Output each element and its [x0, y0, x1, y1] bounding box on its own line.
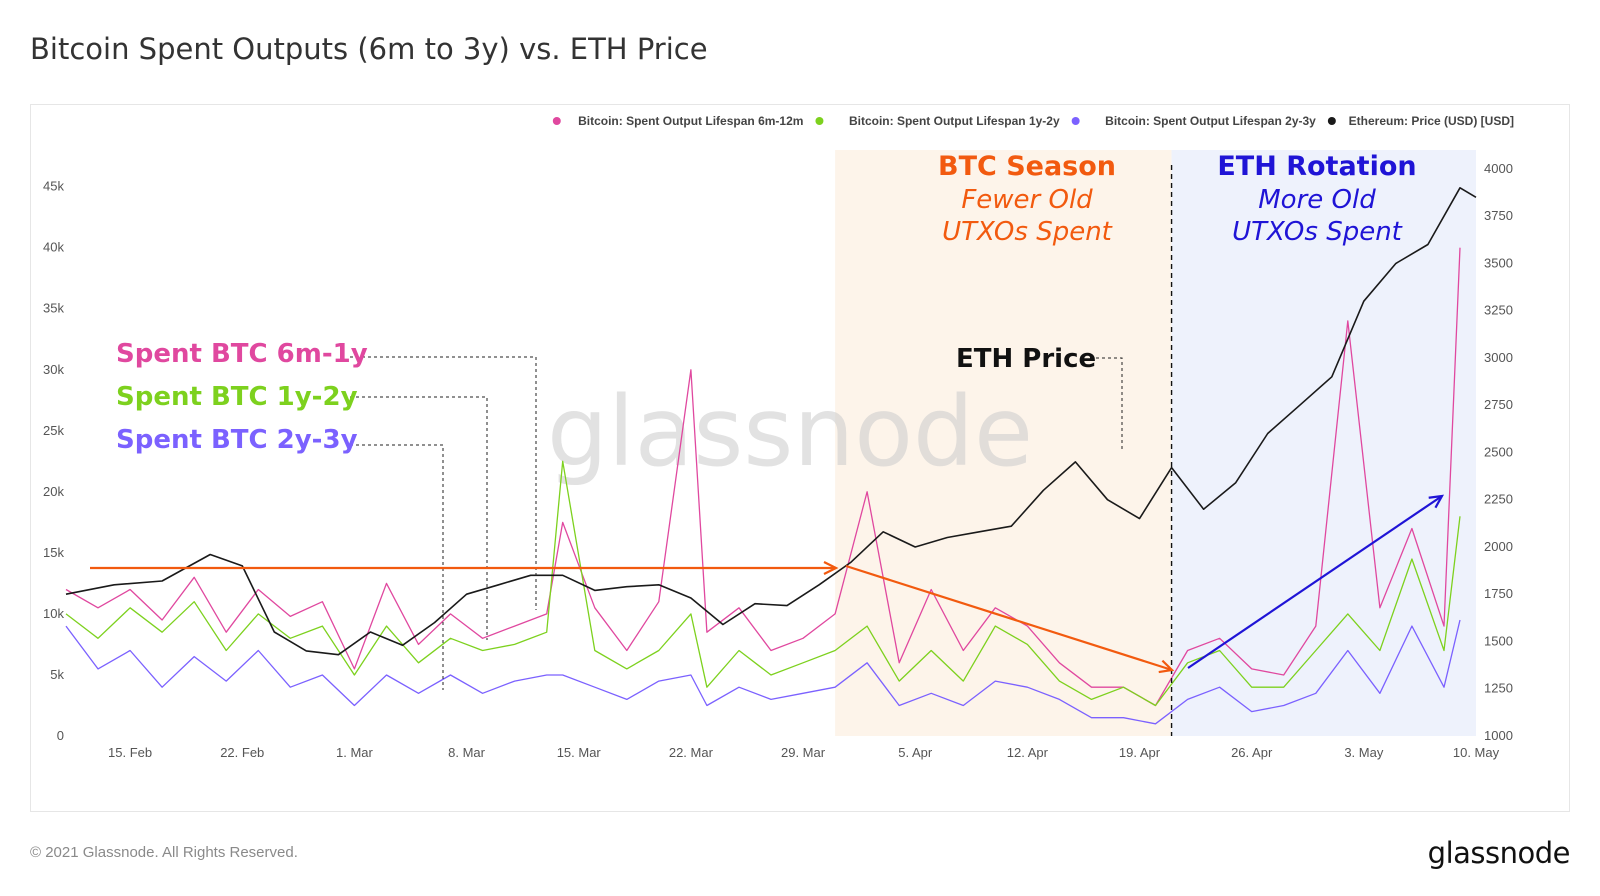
series-line-eth-price: [65, 187, 1477, 656]
legend-item-dot: [1071, 117, 1080, 125]
label-spent-1y: Spent BTC 1y-2y: [116, 382, 358, 412]
y-right-tick-label: 2250: [1484, 492, 1513, 507]
eth-rotation-band: [1171, 150, 1476, 736]
y-right-tick-label: 1000: [1484, 728, 1513, 743]
y-right-tick-label: 3750: [1484, 208, 1513, 223]
label-eth-rotation: ETH Rotation: [1217, 151, 1416, 182]
x-tick-label: 8. Mar: [448, 745, 486, 760]
label-btc-season-sub2: UTXOs Spent: [942, 217, 1113, 247]
axes: 15. Feb 22. Feb 1. Mar 8. Mar 15. Mar 22. Mar…: [43, 161, 1513, 760]
x-tick-label: 12. Apr: [1007, 745, 1049, 760]
series-lines: [65, 165, 1477, 736]
x-tick-label: 19. Apr: [1119, 745, 1161, 760]
legend: Ethereum: Price (USD) [USD] Bitcoin: Spen…: [552, 114, 1514, 128]
x-tick-label: 15. Mar: [557, 745, 602, 760]
series-line-1y-2y: [65, 460, 1461, 707]
y-left-tick-label: 30k: [43, 362, 64, 377]
y-right-tick-label: 2500: [1484, 444, 1513, 459]
y-left-tick-label: 10k: [43, 606, 64, 621]
leader-line-6m: [350, 356, 537, 610]
y-left-tick-label: 15k: [43, 545, 64, 560]
legend-item-label: Bitcoin: Spent Output Lifespan 1y-2y: [849, 114, 1060, 128]
leader-line-eth: [1090, 357, 1123, 450]
label-spent-2y: Spent BTC 2y-3y: [116, 425, 358, 455]
y-right-tick-label: 2000: [1484, 539, 1513, 554]
y-left-tick-label: 35k: [43, 301, 64, 316]
btc-season-band: [835, 150, 1172, 736]
arrow-up-blue: [1187, 495, 1443, 669]
legend-item-label: Bitcoin: Spent Output Lifespan 6m-12m: [578, 114, 803, 128]
x-tick-label: 22. Feb: [220, 745, 264, 760]
y-right-tick-label: 2750: [1484, 397, 1513, 412]
y-left-tick-label: 0: [57, 728, 64, 743]
x-tick-label: 26. Apr: [1231, 745, 1273, 760]
x-tick-label: 5. Apr: [898, 745, 933, 760]
y-left-tick-label: 5k: [50, 667, 64, 682]
series-line-2y-3y: [65, 619, 1461, 725]
highlight-bands: [835, 150, 1476, 736]
brand-logo: glassnode: [1427, 836, 1571, 870]
y-right-tick-label: 1750: [1484, 586, 1513, 601]
legend-item-label: Ethereum: Price (USD) [USD]: [1349, 114, 1514, 128]
arrow-flat-orange-head: [823, 561, 839, 575]
y-right-tick-label: 3250: [1484, 303, 1513, 318]
y-left-tick-label: 45k: [43, 179, 64, 194]
leader-line-1y: [350, 396, 488, 640]
y-right-tick-label: 3500: [1484, 255, 1513, 270]
y-left-tick-label: 40k: [43, 240, 64, 255]
label-eth-rotation-sub1: More Old: [1258, 185, 1376, 215]
legend-item-label: Bitcoin: Spent Output Lifespan 2y-3y: [1105, 114, 1316, 128]
x-tick-label: 1. Mar: [336, 745, 374, 760]
chart-panel: [30, 104, 1570, 812]
chart-title: Bitcoin Spent Outputs (6m to 3y) vs. ETH…: [30, 32, 708, 66]
legend-item-dot: [1327, 117, 1336, 125]
label-btc-season-sub1: Fewer Old: [961, 185, 1093, 215]
y-right-tick-label: 1500: [1484, 633, 1513, 648]
y-right-tick-label: 4000: [1484, 161, 1513, 176]
copyright-text: © 2021 Glassnode. All Rights Reserved.: [30, 844, 298, 861]
label-eth-rotation-sub2: UTXOs Spent: [1232, 217, 1403, 247]
label-spent-6m: Spent BTC 6m-1y: [116, 339, 368, 369]
x-tick-label: 22. Mar: [669, 745, 714, 760]
legend-item-dot: [552, 117, 561, 125]
leader-line-2y: [350, 444, 444, 690]
y-right-tick-label: 1250: [1484, 681, 1513, 696]
x-tick-label: 29. Mar: [781, 745, 826, 760]
x-tick-label: 15. Feb: [108, 745, 152, 760]
y-left-tick-label: 20k: [43, 484, 64, 499]
arrow-down-orange: [845, 564, 1173, 672]
arrow-up-blue-head: [1428, 494, 1445, 509]
arrow-down-orange-head: [1158, 659, 1175, 674]
label-eth-price: ETH Price: [956, 344, 1096, 374]
series-line-6m-12m: [65, 247, 1461, 707]
annotations: Spent BTC 6m-1y Spent BTC 1y-2y Spent BT…: [116, 151, 1417, 455]
label-btc-season: BTC Season: [938, 151, 1116, 182]
watermark: glassnode: [547, 376, 1033, 488]
x-tick-label: 10. May: [1453, 745, 1500, 760]
x-tick-label: 3. May: [1344, 745, 1384, 760]
y-left-tick-label: 25k: [43, 423, 64, 438]
y-right-tick-label: 3000: [1484, 350, 1513, 365]
legend-item-dot: [815, 117, 824, 125]
